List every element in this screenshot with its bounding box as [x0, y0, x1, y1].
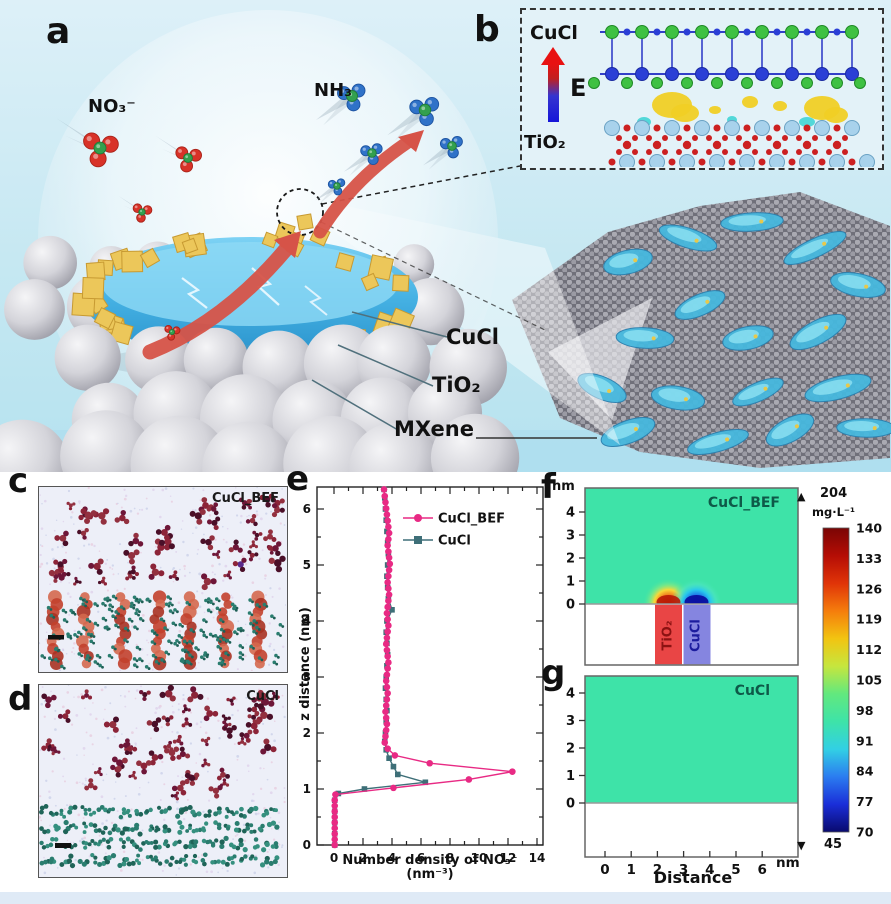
svg-text:0: 0: [303, 838, 311, 852]
catalyst-flakes: [577, 212, 891, 455]
svg-text:2: 2: [566, 742, 575, 757]
colorbar-max-marker-icon: ▲: [797, 490, 806, 503]
no3-label: NO₃⁻: [88, 96, 136, 117]
e-field-arrow-icon: [548, 64, 559, 122]
colorbar-max-value: 204: [820, 486, 848, 501]
svg-text:133: 133: [856, 551, 882, 566]
bottom-margin-strip: [0, 892, 891, 904]
nh3-label: NH₃: [314, 80, 353, 101]
svg-text:4: 4: [303, 614, 311, 628]
svg-text:105: 105: [856, 673, 882, 688]
svg-text:91: 91: [856, 733, 873, 748]
reaction-arrows: [142, 130, 424, 360]
svg-text:112: 112: [856, 642, 882, 657]
svg-text:CuCl_BEF: CuCl_BEF: [438, 512, 505, 527]
colorbar-min-value: 45: [824, 837, 843, 852]
svg-text:10: 10: [471, 851, 488, 865]
svg-text:3: 3: [566, 529, 575, 544]
mxene-balls-front: [0, 324, 520, 472]
svg-text:0: 0: [330, 851, 338, 865]
panel-e-x-axis-title: Number density of NO₃⁻ (nm⁻³): [342, 853, 518, 882]
panel-g-label: CuCl: [734, 683, 770, 699]
panel-g-x-unit: nm: [776, 855, 800, 871]
mxene-sheet: [512, 192, 891, 468]
panel-a-illustration: [0, 10, 891, 472]
svg-text:119: 119: [856, 612, 882, 627]
mxene-callout-label: MXene: [394, 417, 474, 441]
panel-b-cucl-label: CuCl: [530, 22, 578, 44]
panel-letter-f: f: [541, 467, 556, 507]
svg-text:4: 4: [566, 687, 575, 702]
panel-letter-c: c: [8, 461, 29, 501]
svg-text:0: 0: [566, 797, 575, 812]
svg-text:3: 3: [679, 862, 688, 878]
panel-letter-b: b: [474, 9, 500, 50]
panel-c-label: CuCl_BEF: [212, 491, 279, 506]
svg-text:1: 1: [566, 575, 575, 590]
panel-b-tio2-label: TiO₂: [524, 132, 566, 153]
svg-text:2: 2: [653, 862, 662, 878]
panel-e-y-axis-title: z distance (nm): [298, 607, 313, 721]
svg-text:4: 4: [566, 506, 575, 521]
pillar-label-cucl: CuCl: [688, 619, 704, 652]
svg-text:2: 2: [566, 552, 575, 567]
panel-b-inset: CuCl E TiO₂: [520, 8, 884, 170]
e-field-arrowhead-icon: [541, 47, 565, 65]
panel-b-lattice: [588, 25, 875, 167]
panel-g-x-axis-title: Distance: [653, 868, 733, 887]
svg-text:2: 2: [359, 851, 367, 865]
svg-text:12: 12: [500, 851, 517, 865]
svg-text:1: 1: [566, 769, 575, 784]
panel-c-md-image: [39, 487, 286, 671]
pillar-label-tio2: TiO₂: [660, 620, 676, 651]
svg-text:6: 6: [303, 502, 311, 516]
svg-text:8: 8: [446, 851, 454, 865]
svg-text:98: 98: [856, 703, 873, 718]
svg-text:5: 5: [303, 558, 311, 572]
panel-f-y-unit: nm: [552, 479, 575, 494]
svg-text:4: 4: [705, 862, 714, 878]
svg-text:4: 4: [388, 851, 396, 865]
svg-text:2: 2: [303, 726, 311, 740]
svg-text:1: 1: [626, 862, 635, 878]
svg-text:6: 6: [757, 862, 766, 878]
svg-text:3: 3: [303, 670, 311, 684]
panel-f-label: CuCl_BEF: [707, 495, 780, 511]
colorbar-min-marker-icon: ▼: [797, 839, 806, 852]
svg-text:0: 0: [600, 862, 609, 878]
svg-text:5: 5: [731, 862, 740, 878]
svg-text:14: 14: [529, 851, 546, 865]
tio2-callout-label: TiO₂: [432, 373, 481, 397]
panel-d-md-image: [39, 685, 286, 876]
callout-lines: [276, 165, 597, 439]
svg-text:77: 77: [856, 794, 873, 809]
svg-text:126: 126: [856, 581, 882, 596]
molecules: [56, 83, 463, 341]
panel-c-snapshot: CuCl_BEF: [38, 486, 288, 673]
panel-d-label: CuCl: [246, 689, 279, 704]
panel-d-snapshot: CuCl: [38, 684, 288, 878]
svg-text:1: 1: [303, 782, 311, 796]
panel-letter-g: g: [541, 653, 566, 693]
panel-b-e-label: E: [570, 74, 587, 102]
svg-text:84: 84: [856, 764, 874, 779]
panel-letter-a: a: [46, 11, 71, 52]
cucl-callout-label: CuCl: [446, 325, 499, 349]
svg-text:CuCl: CuCl: [438, 534, 471, 549]
svg-text:3: 3: [566, 714, 575, 729]
colorbar-unit: mg·L⁻¹: [812, 505, 856, 519]
panel-letter-d: d: [8, 679, 33, 719]
svg-text:70: 70: [856, 825, 874, 840]
panel-letter-e: e: [286, 459, 310, 499]
svg-text:0: 0: [566, 598, 575, 613]
svg-text:140: 140: [856, 521, 882, 536]
svg-text:6: 6: [417, 851, 425, 865]
